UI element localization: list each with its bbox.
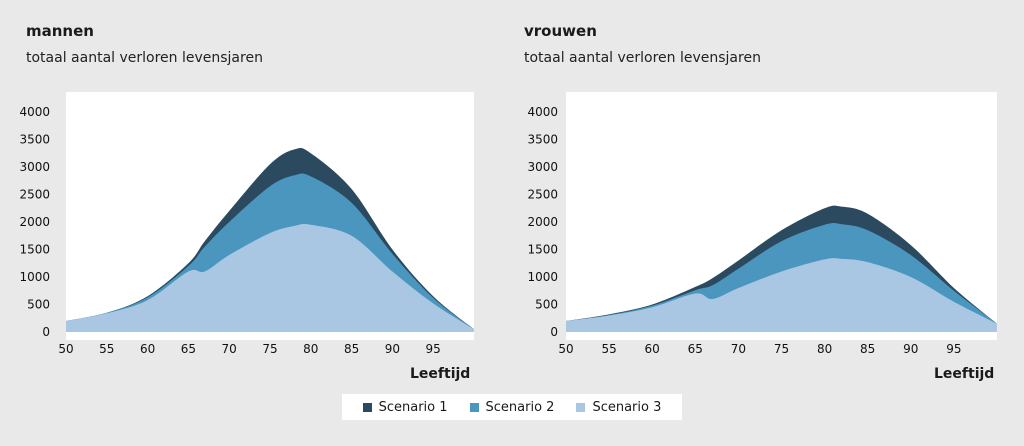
x-tick-label: 75 bbox=[774, 342, 789, 356]
legend-item-scenario-2: Scenario 2 bbox=[469, 399, 555, 415]
legend-swatch-scenario-3 bbox=[576, 402, 586, 412]
x-tick-label: 95 bbox=[426, 342, 441, 356]
x-tick-label: 90 bbox=[385, 342, 400, 356]
legend-item-scenario-3: Scenario 3 bbox=[576, 400, 661, 415]
x-tick-label: 60 bbox=[140, 342, 155, 356]
x-tick-label: 65 bbox=[181, 342, 196, 356]
panel-title-vrouwen: vrouwen bbox=[524, 22, 597, 40]
y-tick-label: 0 bbox=[550, 325, 558, 339]
y-tick-label: 3500 bbox=[19, 133, 50, 147]
x-tick-label: 85 bbox=[860, 342, 875, 356]
y-tick-label: 2500 bbox=[19, 188, 50, 202]
y-tick-label: 1500 bbox=[19, 243, 50, 257]
y-tick-label: 3000 bbox=[19, 160, 50, 174]
x-tick-label: 55 bbox=[601, 342, 616, 356]
legend-label-scenario-3: Scenario 3 bbox=[592, 399, 662, 415]
panel-title-mannen: mannen bbox=[26, 22, 94, 40]
y-tick-label: 1000 bbox=[19, 270, 50, 284]
x-tick-label: 70 bbox=[731, 342, 746, 356]
y-tick-label: 2500 bbox=[527, 188, 558, 202]
y-tick-label: 2000 bbox=[19, 215, 50, 229]
panel-subtitle-vrouwen: totaal aantal verloren levensjaren bbox=[524, 50, 761, 66]
x-tick-label: 85 bbox=[344, 342, 359, 356]
y-tick-label: 3000 bbox=[527, 160, 558, 174]
x-tick-label: 55 bbox=[99, 342, 114, 356]
area-scenario-3 bbox=[66, 223, 474, 332]
legend: Scenario 1 Scenario 2 Scenario 3 bbox=[342, 394, 682, 420]
y-tick-label: 1500 bbox=[527, 243, 558, 257]
x-tick-label: 95 bbox=[946, 342, 961, 356]
legend-item-scenario-1: Scenario 1 bbox=[362, 399, 448, 415]
y-tick-label: 4000 bbox=[19, 105, 50, 119]
legend-swatch-scenario-2 bbox=[469, 402, 479, 412]
y-tick-label: 3500 bbox=[527, 133, 558, 147]
y-tick-label: 1000 bbox=[527, 270, 558, 284]
x-tick-label: 50 bbox=[558, 342, 573, 356]
y-tick-label: 4000 bbox=[527, 105, 558, 119]
y-tick-label: 500 bbox=[535, 298, 558, 312]
legend-swatch-scenario-1 bbox=[362, 402, 372, 412]
x-tick-label: 60 bbox=[645, 342, 660, 356]
x-tick-label: 90 bbox=[903, 342, 918, 356]
x-tick-label: 80 bbox=[817, 342, 832, 356]
x-axis-label-mannen: Leeftijd bbox=[410, 366, 471, 382]
y-tick-label: 0 bbox=[42, 325, 50, 339]
legend-label-scenario-1: Scenario 1 bbox=[378, 399, 448, 415]
x-axis-label-vrouwen: Leeftijd bbox=[934, 366, 995, 382]
x-tick-label: 50 bbox=[58, 342, 73, 356]
y-tick-label: 2000 bbox=[527, 215, 558, 229]
x-tick-label: 80 bbox=[303, 342, 318, 356]
x-tick-label: 65 bbox=[688, 342, 703, 356]
legend-label-scenario-2: Scenario 2 bbox=[485, 399, 555, 415]
x-tick-label: 75 bbox=[262, 342, 277, 356]
y-tick-label: 500 bbox=[27, 298, 50, 312]
x-tick-label: 70 bbox=[222, 342, 237, 356]
area-scenario-3 bbox=[566, 258, 997, 332]
panel-subtitle-mannen: totaal aantal verloren levensjaren bbox=[26, 50, 263, 66]
